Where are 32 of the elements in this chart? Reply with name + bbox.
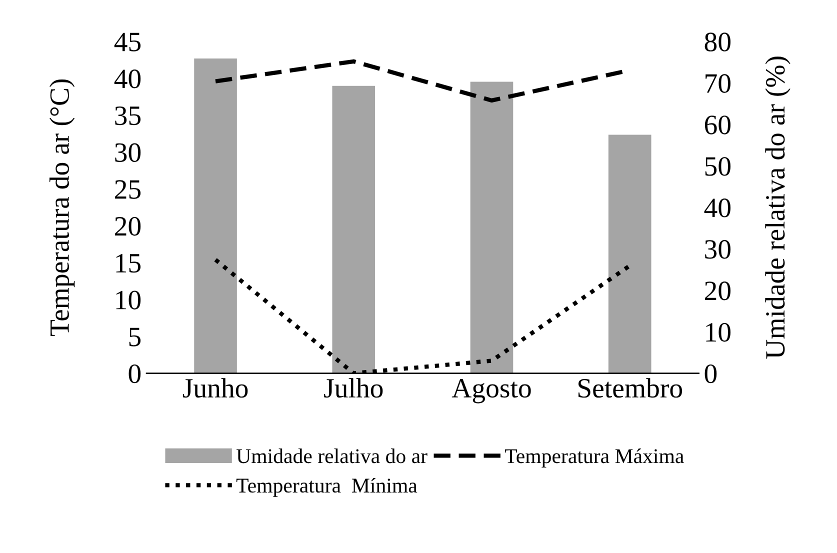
y-tick-label: 30 <box>115 143 141 162</box>
y2-tick-label: 60 <box>704 116 730 134</box>
y2-tick-label: 20 <box>704 281 730 300</box>
y2-tick-label: 40 <box>704 198 730 218</box>
y-tick-label: 5 <box>129 328 141 346</box>
y-tick-label: 45 <box>114 32 141 52</box>
x-tick-label: Setembro <box>578 378 682 398</box>
legend-label: Temperatura Mínima <box>236 478 418 497</box>
y-axis-title: Temperatura do ar (°C) <box>49 79 75 336</box>
y2-axis-title: Umidade relativa do ar (%) <box>765 56 790 359</box>
bar <box>470 82 514 374</box>
y2-tick-label: 70 <box>706 74 730 93</box>
y-tick-label: 10 <box>116 290 141 310</box>
y2-tick-label: 0 <box>704 364 717 384</box>
y2-tick-label: 10 <box>706 322 730 342</box>
legend-label: Umidade relativa do ar <box>236 448 428 464</box>
y-tick-label: 20 <box>115 216 141 236</box>
legend-label: Temperatura Máxima <box>504 448 684 468</box>
y-tick-label: 25 <box>115 180 141 199</box>
bar <box>608 134 652 374</box>
x-tick-label: Junho <box>182 378 248 398</box>
x-tick-label: Julho <box>324 378 383 398</box>
y2-tick-label: 30 <box>705 240 730 259</box>
bar <box>194 58 237 374</box>
y2-tick-label: 80 <box>704 32 730 52</box>
bar <box>332 86 376 374</box>
y-tick-label: 0 <box>128 364 141 384</box>
y2-tick-label: 50 <box>705 157 730 176</box>
y-tick-label: 35 <box>115 106 141 126</box>
y-tick-label: 15 <box>116 254 141 273</box>
x-tick-label: Agosto <box>452 378 531 404</box>
y-tick-label: 40 <box>114 70 141 88</box>
